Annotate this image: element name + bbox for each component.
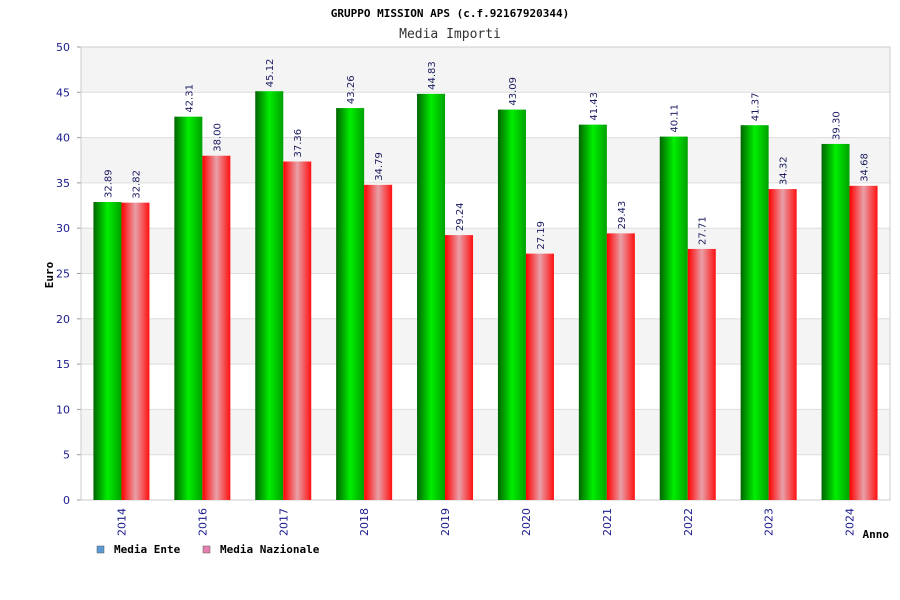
bar-media-ente-2020 — [497, 109, 526, 500]
value-label: 43.09 — [508, 77, 519, 106]
x-tick-label: 2022 — [682, 508, 695, 536]
bar-media-nazionale-2019 — [445, 235, 474, 500]
plot-frame — [80, 46, 891, 501]
bar-media-nazionale-2016 — [202, 155, 231, 500]
bar-media-ente-2019 — [417, 93, 446, 500]
bar-media-nazionale-2017 — [283, 161, 312, 500]
y-tick-label: 45 — [56, 86, 70, 99]
legend-label-media-nazionale: Media Nazionale — [220, 543, 320, 556]
bars — [93, 91, 878, 501]
y-tick-label: 0 — [63, 494, 70, 507]
value-label: 40.11 — [670, 104, 681, 133]
x-tick-label: 2021 — [601, 508, 614, 536]
value-label: 41.43 — [589, 92, 600, 121]
value-label: 38.00 — [212, 123, 223, 152]
y-tick-labels: 0 5 10 15 20 25 30 35 40 45 50 — [56, 41, 70, 507]
value-label: 41.37 — [751, 93, 762, 122]
x-tick-label: 2024 — [844, 508, 857, 536]
legend: Media Ente Media Nazionale — [96, 543, 320, 556]
x-tick-label: 2014 — [115, 508, 128, 536]
x-tick-label: 2020 — [520, 508, 533, 536]
bar-media-ente-2024 — [821, 143, 850, 500]
value-label: 32.82 — [131, 170, 142, 199]
bar-media-nazionale-2024 — [849, 185, 878, 500]
bar-media-ente-2016 — [174, 116, 203, 501]
plot-band — [81, 47, 890, 93]
legend-swatch-media-ente — [96, 545, 105, 554]
bar-media-nazionale-2020 — [525, 253, 554, 500]
bar-media-nazionale-2014 — [121, 202, 150, 500]
y-tick-label: 30 — [56, 222, 70, 235]
value-label: 34.32 — [779, 156, 790, 185]
x-axis-label: Anno — [863, 528, 890, 541]
bar-media-ente-2017 — [255, 91, 284, 500]
bar-media-nazionale-2021 — [606, 233, 635, 500]
value-label: 34.68 — [860, 153, 871, 182]
value-label: 39.30 — [832, 111, 843, 140]
bar-media-ente-2014 — [93, 202, 122, 500]
x-tick-labels: 2014 2016 2017 2018 2019 2020 2021 2022 2023 2024 — [115, 508, 856, 536]
bar-media-ente-2021 — [578, 124, 607, 501]
value-labels: 32.89 32.82 42.31 38.00 45.12 37.36 43.26 34.79… — [103, 59, 870, 250]
value-label: 32.89 — [103, 169, 114, 198]
x-tick-label: 2019 — [439, 508, 452, 536]
value-label: 37.36 — [293, 129, 304, 158]
x-tick-label: 2017 — [277, 508, 290, 536]
y-tick-label: 15 — [56, 358, 70, 371]
y-tick-label: 50 — [56, 41, 70, 54]
value-label: 29.24 — [455, 202, 466, 231]
y-tick-label: 5 — [63, 449, 70, 462]
y-axis-label: Euro — [43, 261, 56, 288]
y-tick-label: 25 — [56, 268, 70, 281]
y-tick-label: 40 — [56, 132, 70, 145]
x-tick-label: 2023 — [763, 508, 776, 536]
axes — [77, 46, 891, 501]
value-label: 43.26 — [346, 75, 357, 104]
chart-title: GRUPPO MISSION APS (c.f.92167920344) — [331, 7, 569, 20]
value-label: 27.19 — [536, 221, 547, 250]
bar-media-nazionale-2023 — [768, 189, 797, 501]
y-tick-label: 10 — [56, 403, 70, 416]
value-label: 44.83 — [427, 61, 438, 90]
chart-subtitle: Media Importi — [399, 27, 501, 42]
bar-media-nazionale-2018 — [364, 184, 393, 500]
y-tick-label: 20 — [56, 313, 70, 326]
y-tick-label: 35 — [56, 177, 70, 190]
legend-swatch-media-nazionale — [202, 545, 211, 554]
legend-label-media-ente: Media Ente — [114, 543, 181, 556]
value-label: 42.31 — [184, 84, 195, 113]
value-label: 45.12 — [265, 59, 276, 88]
bar-media-ente-2023 — [740, 125, 769, 500]
x-tick-label: 2016 — [196, 508, 209, 536]
x-tick-label: 2018 — [358, 508, 371, 536]
bar-media-ente-2022 — [659, 136, 688, 500]
value-label: 34.79 — [374, 152, 385, 181]
value-label: 29.43 — [617, 201, 628, 230]
bar-media-nazionale-2022 — [687, 248, 716, 500]
bar-media-ente-2018 — [336, 108, 365, 501]
value-label: 27.71 — [698, 216, 709, 245]
